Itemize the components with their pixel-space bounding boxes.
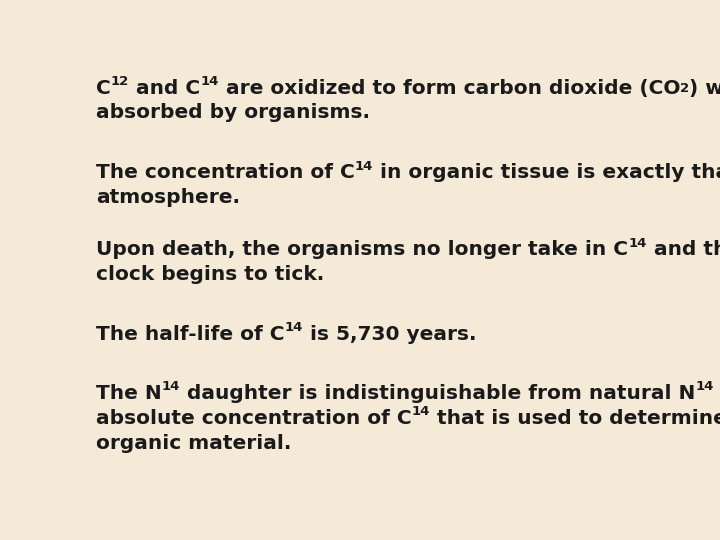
Text: The N: The N [96,384,162,403]
Text: in organic tissue is exactly that in the: in organic tissue is exactly that in the [374,164,720,183]
Text: and C: and C [129,79,200,98]
Text: 14: 14 [412,405,431,418]
Text: 14: 14 [628,237,647,249]
Text: 14: 14 [355,159,374,172]
Text: clock begins to tick.: clock begins to tick. [96,265,325,284]
Text: 14: 14 [284,321,303,334]
Text: is 5,730 years.: is 5,730 years. [303,325,477,344]
Text: Upon death, the organisms no longer take in C: Upon death, the organisms no longer take… [96,240,628,259]
Text: 14: 14 [200,75,219,88]
Text: ) which is: ) which is [689,79,720,98]
Text: absorbed by organisms.: absorbed by organisms. [96,103,370,122]
Text: organic material.: organic material. [96,434,292,453]
Text: 14: 14 [696,381,714,394]
Text: atmosphere.: atmosphere. [96,188,240,207]
Text: C: C [96,79,111,98]
Text: daughter is indistinguishable from natural N: daughter is indistinguishable from natur… [180,384,696,403]
Text: 2: 2 [680,82,689,94]
Text: that is used to determine the age of: that is used to determine the age of [431,409,720,428]
Text: so it is the: so it is the [714,384,720,403]
Text: The concentration of C: The concentration of C [96,164,355,183]
Text: and the radiometric: and the radiometric [647,240,720,259]
Text: 12: 12 [111,75,129,88]
Text: absolute concentration of C: absolute concentration of C [96,409,412,428]
Text: 14: 14 [162,381,180,394]
Text: The half-life of C: The half-life of C [96,325,284,344]
Text: are oxidized to form carbon dioxide (CO: are oxidized to form carbon dioxide (CO [219,79,680,98]
